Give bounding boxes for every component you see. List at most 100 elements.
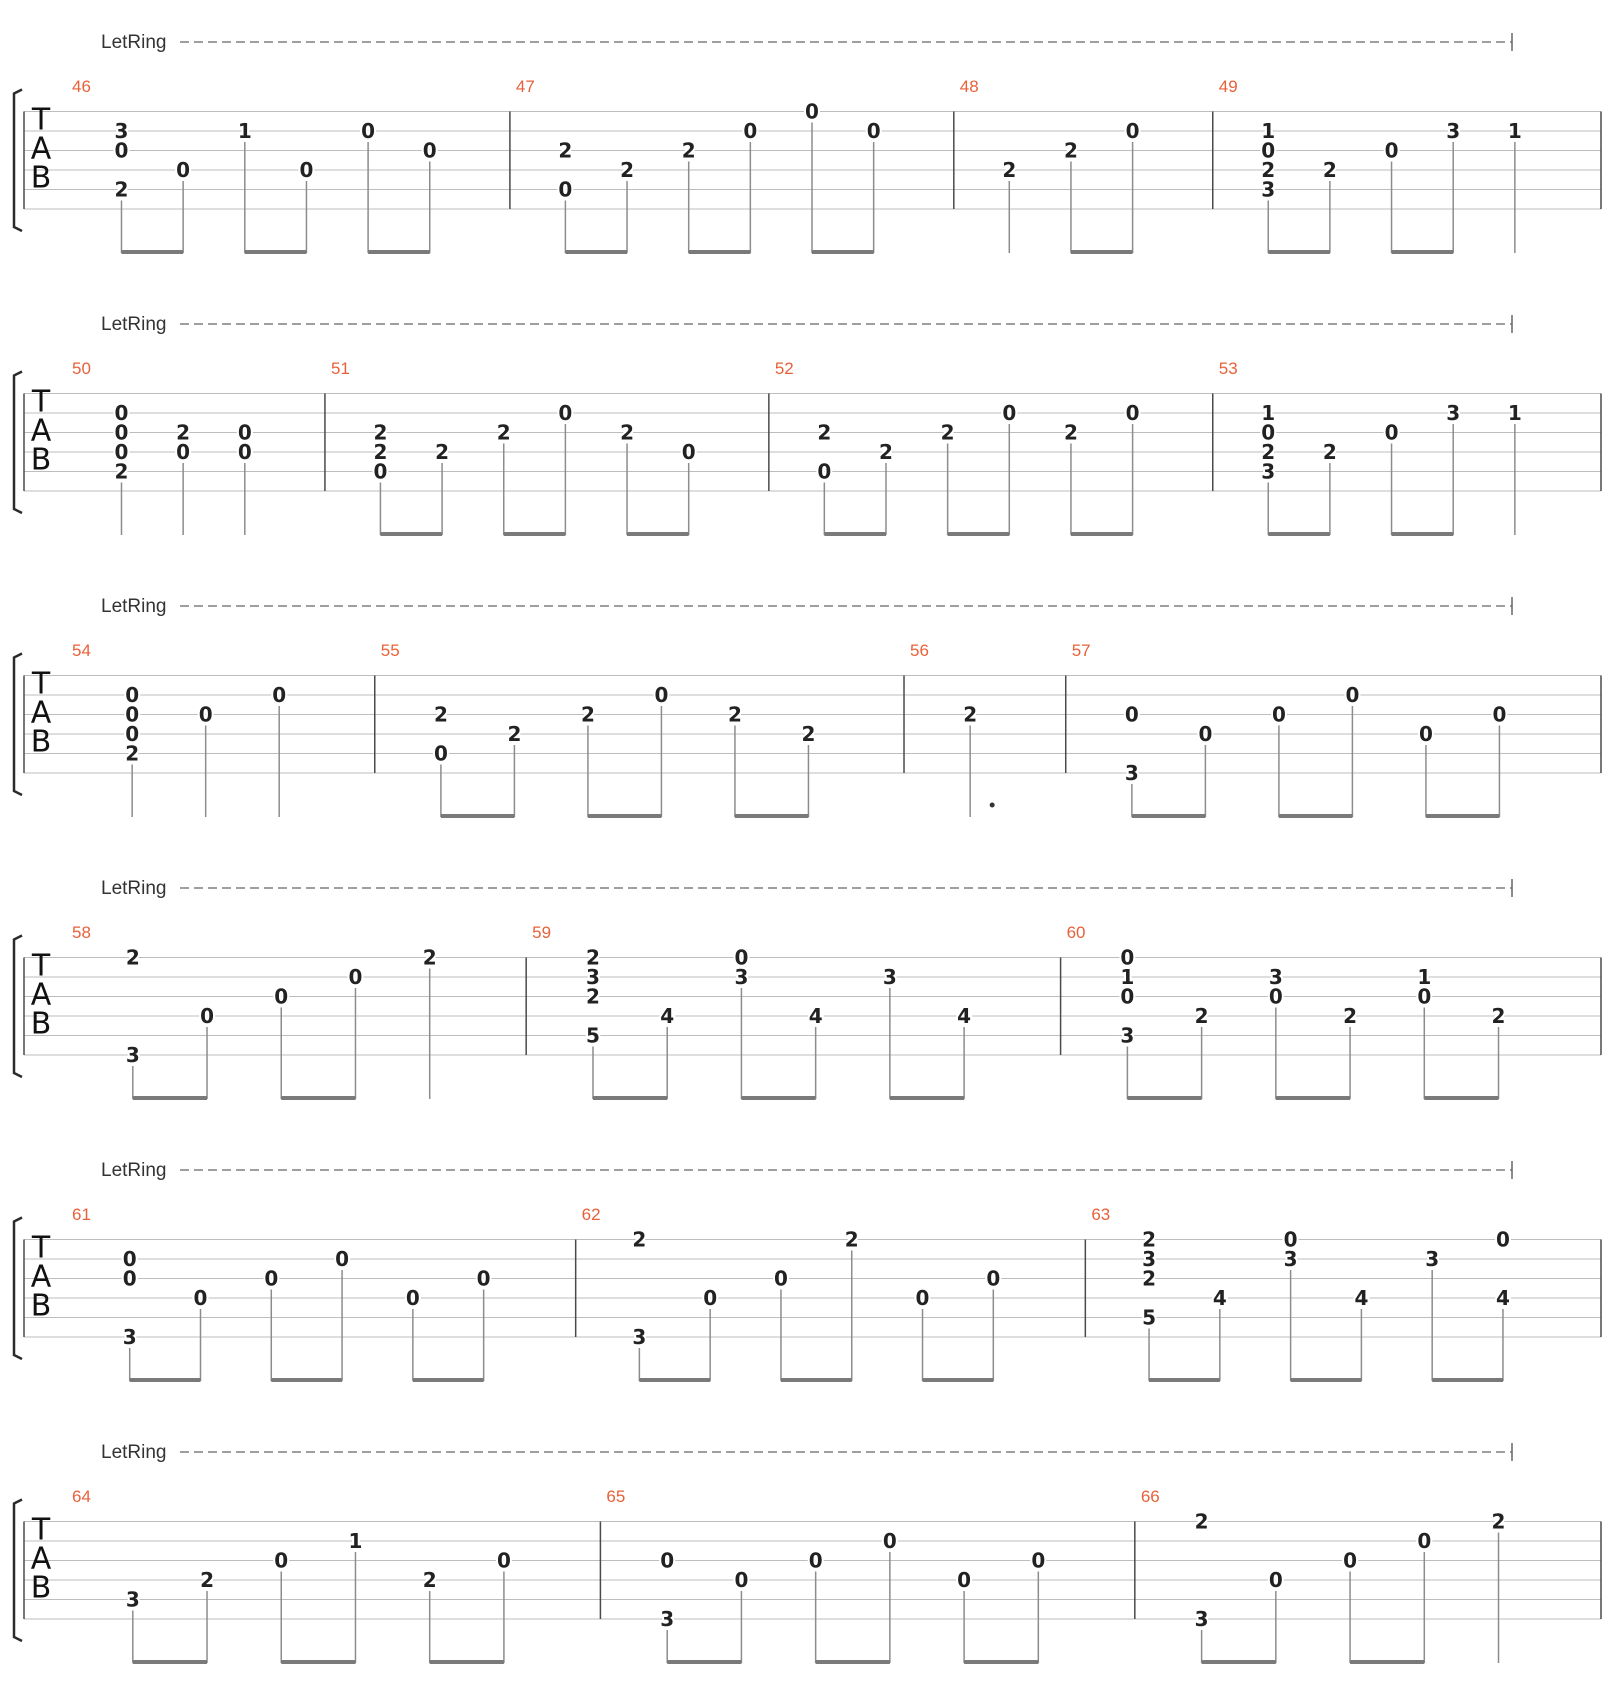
fret-number: 0 [200,1004,214,1028]
fret-number: 0 [335,1247,349,1271]
fret-number: 0 [176,158,190,182]
fret-number: 2 [1343,1004,1357,1028]
fret-number: 0 [654,683,668,707]
system-bracket [12,88,23,233]
fret-number: 0 [734,946,748,970]
fret-number: 2 [817,421,831,445]
fret-number: 0 [1269,985,1283,1009]
fret-number: 0 [1269,1568,1283,1592]
fret-number: 2 [620,421,634,445]
fret-number: 3 [1446,119,1460,143]
fret-number: 2 [558,139,572,163]
fret-number: 0 [558,178,572,202]
fret-number: 0 [115,421,129,445]
fret-number: 0 [558,401,572,425]
fret-number: 0 [361,119,375,143]
bar-number: 56 [910,641,929,660]
fret-number: 0 [238,440,252,464]
fret-number: 2 [423,946,437,970]
fret-number: 3 [115,119,129,143]
rhythm-dot [989,802,995,808]
bar-number: 58 [72,923,91,942]
fret-number: 0 [199,703,213,727]
fret-number: 2 [1195,1004,1209,1028]
fret-number: 0 [272,683,286,707]
fret-number: 2 [200,1568,214,1592]
bar-number: 46 [72,77,91,96]
fret-number: 2 [434,703,448,727]
fret-number: 0 [274,1549,288,1573]
fret-number: 1 [1417,965,1431,989]
bar-number: 62 [582,1205,601,1224]
fret-number: 0 [1284,1228,1298,1252]
fret-number: 2 [373,440,387,464]
fret-number: 4 [809,1004,823,1028]
tab-clef-letter: A [31,1542,52,1577]
fret-number: 3 [734,965,748,989]
tab-clef-letter: T [31,1231,51,1266]
fret-number: 2 [423,1568,437,1592]
fret-number: 0 [1120,985,1134,1009]
fret-number: 0 [123,1247,137,1271]
fret-number: 4 [660,1004,674,1028]
fret-number: 2 [1323,158,1337,182]
fret-number: 0 [1496,1228,1510,1252]
fret-number: 0 [1126,119,1140,143]
bar-number: 51 [331,359,350,378]
fret-number: 0 [497,1549,511,1573]
fret-number: 1 [1261,119,1275,143]
tab-clef-letter: A [31,132,52,167]
fret-number: 2 [632,1228,646,1252]
fret-number: 0 [125,703,139,727]
bar-number: 50 [72,359,91,378]
fret-number: 0 [1343,1549,1357,1573]
fret-number: 0 [986,1267,1000,1291]
fret-number: 0 [125,683,139,707]
fret-number: 2 [682,139,696,163]
fret-number: 3 [1284,1247,1298,1271]
fret-number: 4 [1213,1286,1227,1310]
fret-number: 0 [264,1267,278,1291]
fret-number: 0 [1417,985,1431,1009]
bar-number: 49 [1219,77,1238,96]
system-bracket [12,652,23,797]
bar-number: 53 [1219,359,1238,378]
tab-clef-letter: B [31,161,52,196]
fret-number: 2 [620,158,634,182]
fret-number: 0 [1120,946,1134,970]
fret-number: 2 [1064,139,1078,163]
fret-number: 3 [1120,1024,1134,1048]
bar-number: 61 [72,1205,91,1224]
fret-number: 2 [581,703,595,727]
fret-number: 2 [507,722,521,746]
fret-number: 2 [497,421,511,445]
tab-clef-letter: T [31,667,51,702]
system-bracket [12,934,23,1079]
tab-clef-letter: B [31,443,52,478]
tab-clef-letter: A [31,414,52,449]
fret-number: 0 [115,401,129,425]
bar-number: 63 [1091,1205,1110,1224]
system-bracket [12,1216,23,1361]
fret-number: 0 [299,158,313,182]
tab-clef-letter: B [31,1007,52,1042]
fret-number: 2 [126,946,140,970]
fret-number: 0 [1385,139,1399,163]
fret-number: 4 [1354,1286,1368,1310]
system-bracket [12,370,23,515]
fret-number: 0 [1385,421,1399,445]
fret-number: 2 [435,440,449,464]
tab-clef-letter: T [31,385,51,420]
fret-number: 2 [963,703,977,727]
fret-number: 0 [1492,703,1506,727]
bar-number: 59 [532,923,551,942]
fret-number: 0 [1261,421,1275,445]
fret-number: 0 [817,460,831,484]
fret-number: 0 [883,1529,897,1553]
fret-number: 0 [916,1286,930,1310]
fret-number: 0 [867,119,881,143]
bar-number: 60 [1067,923,1086,942]
fret-number: 3 [1446,401,1460,425]
fret-number: 3 [1125,761,1139,785]
